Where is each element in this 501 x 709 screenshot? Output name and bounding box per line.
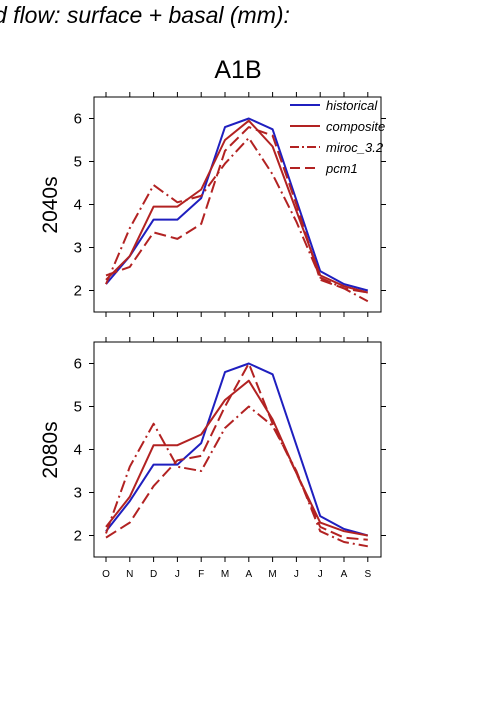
row-label-2080s: 2080s bbox=[39, 421, 62, 478]
series-line-miroc-3-2-2080s bbox=[105, 405, 368, 548]
y-tick-label: 3 bbox=[74, 240, 82, 257]
page-title: d flow: surface + basal (mm): bbox=[0, 2, 290, 28]
legend-label-pcm1: pcm1 bbox=[325, 161, 358, 176]
x-tick-label: J bbox=[294, 569, 299, 580]
x-tick-label: M bbox=[268, 569, 276, 580]
series-line-miroc-3-2-2040s bbox=[105, 136, 369, 303]
y-tick-label: 4 bbox=[74, 442, 82, 459]
y-tick-label: 4 bbox=[74, 197, 82, 214]
y-tick-label: 2 bbox=[74, 528, 82, 545]
series-line-pcm1-2080s bbox=[105, 362, 368, 541]
x-tick-label: O bbox=[102, 569, 110, 580]
x-tick-label: N bbox=[126, 569, 133, 580]
y-tick-label: 5 bbox=[74, 399, 82, 416]
row-label-2040s: 2040s bbox=[39, 176, 62, 233]
series-line-pcm1-2040s bbox=[105, 126, 368, 294]
series-line-composite-2040s bbox=[105, 119, 369, 294]
figure-title: A1B bbox=[214, 56, 262, 84]
y-tick-label: 5 bbox=[74, 154, 82, 171]
x-tick-label: J bbox=[318, 569, 323, 580]
x-tick-label: F bbox=[198, 569, 204, 580]
x-tick-label: A bbox=[245, 569, 252, 580]
y-tick-label: 6 bbox=[74, 356, 82, 373]
y-tick-label: 2 bbox=[74, 283, 82, 300]
legend-label-historical: historical bbox=[326, 98, 378, 113]
legend-label-composite: composite bbox=[326, 119, 385, 134]
x-tick-label: D bbox=[150, 569, 157, 580]
series-line-composite-2080s bbox=[105, 379, 368, 537]
x-tick-label: M bbox=[221, 569, 229, 580]
y-tick-label: 6 bbox=[74, 111, 82, 128]
y-tick-label: 3 bbox=[74, 485, 82, 502]
x-tick-label: S bbox=[364, 569, 371, 580]
x-tick-label: A bbox=[341, 569, 348, 580]
series-line-historical-2040s bbox=[105, 117, 369, 292]
series-line-historical-2080s bbox=[105, 362, 369, 537]
legend-label-miroc-3-2: miroc_3.2 bbox=[326, 140, 384, 155]
x-tick-label: J bbox=[175, 569, 180, 580]
